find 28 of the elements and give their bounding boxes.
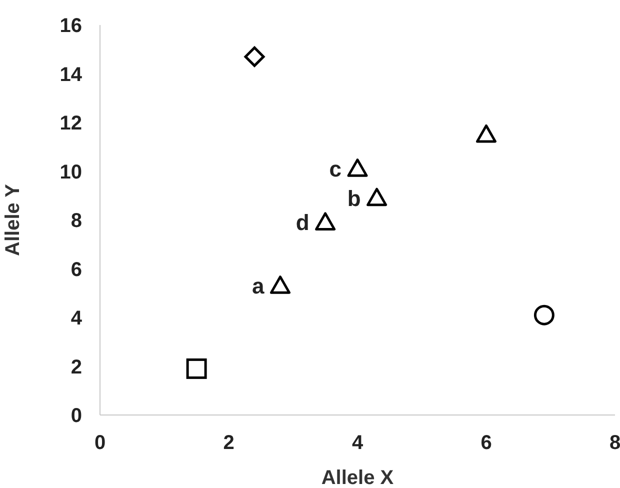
x-tick-label: 4 bbox=[352, 432, 364, 454]
y-tick-label: 8 bbox=[70, 210, 82, 232]
point bbox=[186, 358, 207, 379]
annotation: d bbox=[296, 210, 310, 236]
x-axis-title: Allele X bbox=[321, 467, 394, 488]
point bbox=[476, 124, 496, 143]
annotation: c bbox=[329, 156, 342, 182]
x-tick-label: 2 bbox=[223, 432, 234, 454]
y-tick-label: 16 bbox=[60, 15, 82, 38]
y-tick-label: 2 bbox=[70, 356, 82, 378]
annotation: b bbox=[347, 186, 361, 211]
y-tick-label: 6 bbox=[70, 258, 82, 281]
point bbox=[366, 188, 388, 206]
y-tick-label: 12 bbox=[60, 112, 82, 135]
y-tick-label: 10 bbox=[60, 161, 82, 184]
point bbox=[244, 46, 265, 67]
y-tick-label: 4 bbox=[70, 308, 83, 330]
y-axis-title: Allele Y bbox=[2, 183, 24, 256]
point bbox=[534, 304, 554, 326]
point bbox=[315, 212, 336, 230]
point bbox=[270, 276, 290, 294]
annotation: a bbox=[252, 274, 265, 299]
y-tick-label: 0 bbox=[70, 405, 82, 428]
x-tick-label: 8 bbox=[609, 432, 620, 454]
point bbox=[347, 158, 368, 177]
x-tick-label: 6 bbox=[480, 432, 492, 454]
y-tick-label: 14 bbox=[60, 64, 83, 86]
x-tick-label: 0 bbox=[94, 432, 106, 454]
